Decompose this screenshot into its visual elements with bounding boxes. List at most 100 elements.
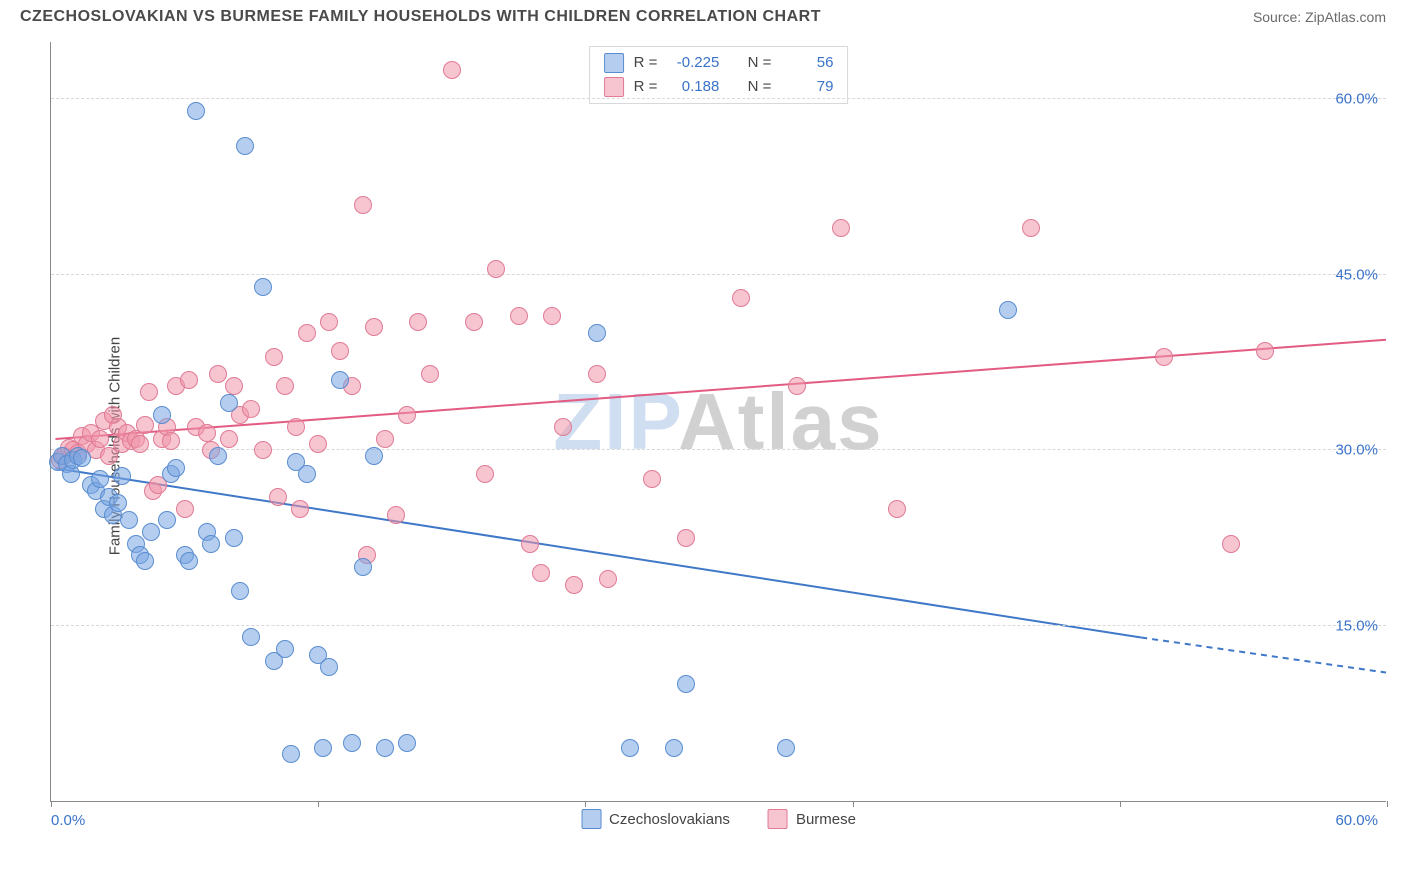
x-tick xyxy=(318,801,319,807)
legend-item-b: Burmese xyxy=(768,809,856,829)
data-point-b xyxy=(140,383,158,401)
data-point-a xyxy=(91,470,109,488)
data-point-a xyxy=(167,459,185,477)
data-point-b xyxy=(443,61,461,79)
data-point-b xyxy=(287,418,305,436)
data-point-b xyxy=(832,219,850,237)
r-value-b: 0.188 xyxy=(667,75,719,99)
data-point-a xyxy=(677,675,695,693)
data-point-b xyxy=(354,196,372,214)
data-point-a xyxy=(158,511,176,529)
series-legend: Czechoslovakians Burmese xyxy=(581,809,856,829)
correlation-legend: R = -0.225 N = 56 R = 0.188 N = 79 xyxy=(589,46,849,104)
data-point-b xyxy=(162,432,180,450)
data-point-b xyxy=(487,260,505,278)
source-attribution: Source: ZipAtlas.com xyxy=(1253,9,1386,25)
data-point-b xyxy=(276,377,294,395)
data-point-a xyxy=(236,137,254,155)
data-point-a xyxy=(282,745,300,763)
n-value-b: 79 xyxy=(781,75,833,99)
data-point-b xyxy=(298,324,316,342)
data-point-b xyxy=(136,416,154,434)
data-point-a xyxy=(354,558,372,576)
data-point-b xyxy=(225,377,243,395)
data-point-b xyxy=(1155,348,1173,366)
data-point-a xyxy=(73,449,91,467)
data-point-b xyxy=(265,348,283,366)
data-point-a xyxy=(320,658,338,676)
data-point-a xyxy=(314,739,332,757)
data-point-a xyxy=(588,324,606,342)
data-point-a xyxy=(187,102,205,120)
data-point-b xyxy=(331,342,349,360)
data-point-b xyxy=(309,435,327,453)
data-point-b xyxy=(398,406,416,424)
watermark-part1: ZIP xyxy=(553,377,678,466)
gridline xyxy=(51,449,1386,450)
swatch-burmese xyxy=(604,77,624,97)
data-point-a xyxy=(365,447,383,465)
data-point-b xyxy=(180,371,198,389)
data-point-a xyxy=(136,552,154,570)
watermark-part2: Atlas xyxy=(678,377,884,466)
data-point-b xyxy=(376,430,394,448)
data-point-b xyxy=(532,564,550,582)
data-point-a xyxy=(999,301,1017,319)
data-point-b xyxy=(543,307,561,325)
r-label: R = xyxy=(634,51,658,75)
x-axis-max-label: 60.0% xyxy=(1335,812,1378,829)
data-point-b xyxy=(269,488,287,506)
data-point-a xyxy=(343,734,361,752)
data-point-a xyxy=(254,278,272,296)
data-point-b xyxy=(176,500,194,518)
data-point-b xyxy=(732,289,750,307)
legend-row-a: R = -0.225 N = 56 xyxy=(604,51,834,75)
r-value-a: -0.225 xyxy=(667,51,719,75)
data-point-a xyxy=(665,739,683,757)
data-point-b xyxy=(599,570,617,588)
data-point-b xyxy=(788,377,806,395)
data-point-b xyxy=(1022,219,1040,237)
data-point-a xyxy=(398,734,416,752)
data-point-a xyxy=(225,529,243,547)
x-tick xyxy=(585,801,586,807)
chart-title: CZECHOSLOVAKIAN VS BURMESE FAMILY HOUSEH… xyxy=(20,8,821,26)
data-point-b xyxy=(888,500,906,518)
gridline xyxy=(51,274,1386,275)
watermark: ZIPAtlas xyxy=(553,376,883,468)
data-point-a xyxy=(298,465,316,483)
x-axis-min-label: 0.0% xyxy=(51,812,85,829)
data-point-b xyxy=(291,500,309,518)
swatch-burmese xyxy=(768,809,788,829)
data-point-a xyxy=(109,494,127,512)
data-point-a xyxy=(231,582,249,600)
data-point-b xyxy=(198,424,216,442)
data-point-b xyxy=(254,441,272,459)
n-value-a: 56 xyxy=(781,51,833,75)
data-point-a xyxy=(153,406,171,424)
legend-item-a: Czechoslovakians xyxy=(581,809,730,829)
x-tick xyxy=(51,801,52,807)
data-point-a xyxy=(202,535,220,553)
y-tick-label: 30.0% xyxy=(1335,442,1378,459)
data-point-b xyxy=(465,313,483,331)
data-point-b xyxy=(510,307,528,325)
data-point-b xyxy=(320,313,338,331)
data-point-a xyxy=(621,739,639,757)
data-point-a xyxy=(276,640,294,658)
data-point-b xyxy=(588,365,606,383)
data-point-a xyxy=(242,628,260,646)
data-point-b xyxy=(365,318,383,336)
data-point-a xyxy=(331,371,349,389)
data-point-a xyxy=(180,552,198,570)
y-tick-label: 45.0% xyxy=(1335,266,1378,283)
data-point-a xyxy=(142,523,160,541)
data-point-b xyxy=(565,576,583,594)
legend-label-b: Burmese xyxy=(796,811,856,828)
data-point-a xyxy=(376,739,394,757)
n-label: N = xyxy=(748,51,772,75)
gridline xyxy=(51,98,1386,99)
data-point-b xyxy=(554,418,572,436)
trend-lines-layer xyxy=(51,42,1386,801)
y-tick-label: 15.0% xyxy=(1335,617,1378,634)
